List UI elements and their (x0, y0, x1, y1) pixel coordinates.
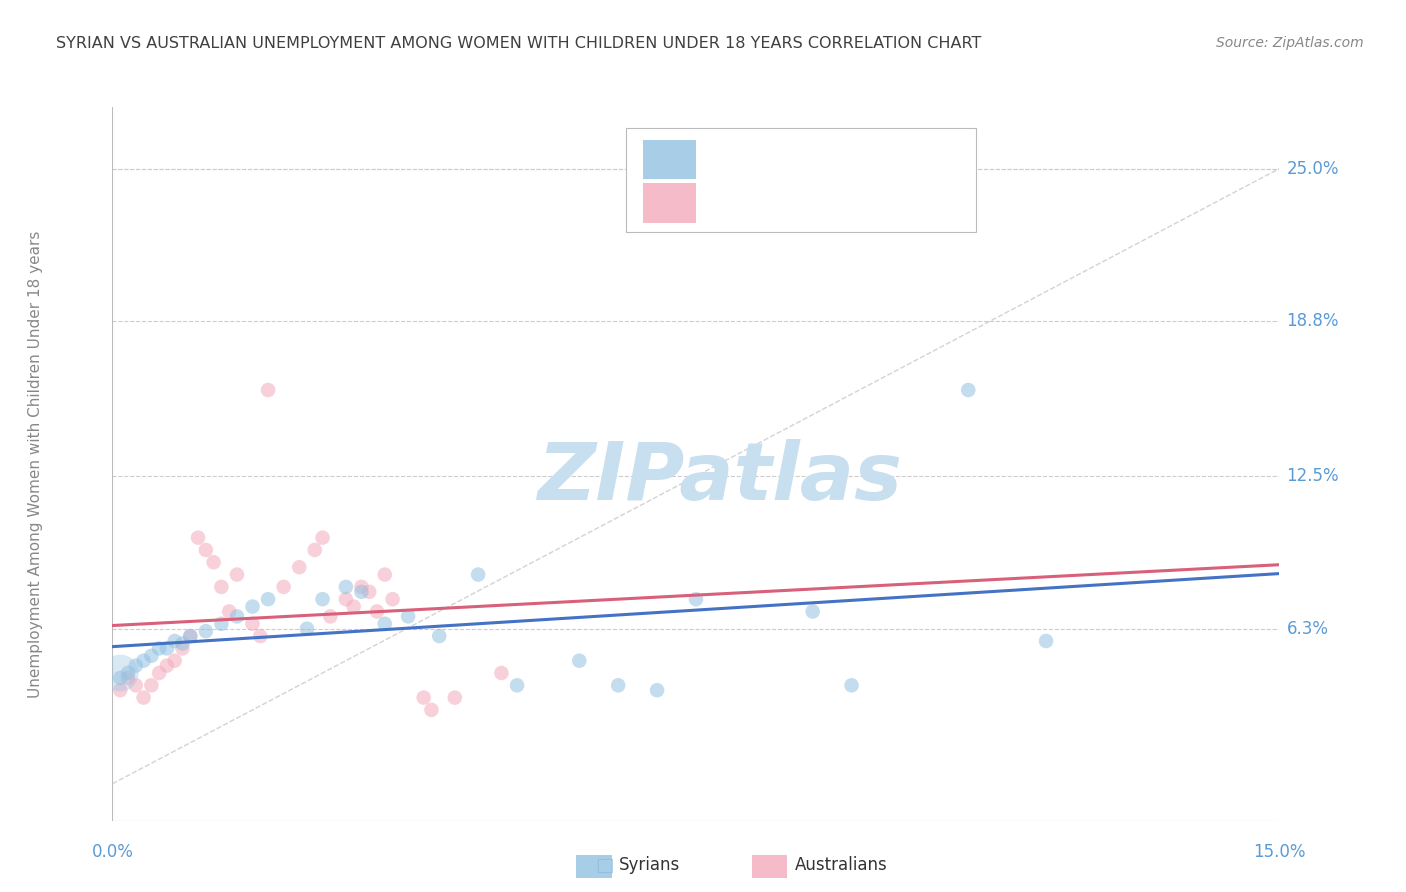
Text: N =: N = (842, 151, 873, 169)
Point (645, 683, 668, 698)
Point (257, 592, 280, 607)
Point (366, 605, 388, 619)
Point (288, 560, 311, 574)
Text: N =: N = (842, 194, 873, 212)
Point (412, 690, 434, 705)
Point (427, 629, 450, 643)
Point (226, 567, 249, 582)
Point (381, 592, 404, 607)
Text: 25.0%: 25.0% (1286, 160, 1339, 178)
Text: 0.571: 0.571 (766, 151, 818, 169)
Point (506, 678, 529, 692)
Point (202, 555, 225, 569)
Text: 12.5%: 12.5% (1286, 467, 1339, 485)
Text: 18.8%: 18.8% (1286, 312, 1339, 330)
Point (568, 654, 591, 668)
Text: 15.0%: 15.0% (1253, 843, 1306, 861)
Text: Australians: Australians (794, 856, 887, 874)
Bar (644, 184, 696, 223)
Point (350, 584, 373, 599)
Point (443, 690, 465, 705)
Point (350, 580, 373, 594)
Point (491, 665, 513, 680)
Bar (644, 140, 696, 179)
Point (335, 592, 357, 607)
Text: R =: R = (713, 194, 744, 212)
Point (117, 671, 139, 685)
Point (607, 678, 630, 692)
Point (194, 543, 217, 558)
Point (1035, 634, 1057, 648)
Point (319, 609, 342, 624)
Point (132, 690, 155, 705)
Text: 35: 35 (894, 194, 918, 212)
Point (685, 592, 707, 607)
Point (420, 703, 443, 717)
Point (467, 567, 489, 582)
FancyBboxPatch shape (626, 128, 976, 232)
Point (148, 665, 170, 680)
Point (311, 531, 333, 545)
Text: 0.0%: 0.0% (91, 843, 134, 861)
Point (110, 665, 132, 680)
Point (163, 634, 186, 648)
Point (125, 658, 148, 673)
Point (172, 641, 194, 656)
Point (110, 683, 132, 698)
Text: SYRIAN VS AUSTRALIAN UNEMPLOYMENT AMONG WOMEN WITH CHILDREN UNDER 18 YEARS CORRE: SYRIAN VS AUSTRALIAN UNEMPLOYMENT AMONG … (56, 36, 981, 51)
Point (801, 605, 824, 619)
Text: R =: R = (713, 151, 744, 169)
Text: Source: ZipAtlas.com: Source: ZipAtlas.com (1216, 36, 1364, 50)
Text: 6.3%: 6.3% (1286, 620, 1329, 638)
Point (172, 636, 194, 650)
Point (374, 567, 396, 582)
Point (242, 599, 264, 614)
Point (335, 580, 357, 594)
Point (343, 599, 366, 614)
Point (273, 580, 295, 594)
Point (257, 383, 280, 397)
Point (841, 678, 863, 692)
Point (209, 580, 232, 594)
Point (148, 641, 170, 656)
Point (209, 616, 232, 631)
Text: Unemployment Among Women with Children Under 18 years: Unemployment Among Women with Children U… (28, 230, 42, 698)
Point (295, 622, 318, 636)
Point (179, 629, 201, 643)
Text: 32: 32 (894, 151, 918, 169)
Point (179, 629, 201, 643)
Point (218, 605, 240, 619)
Point (359, 584, 381, 599)
Point (374, 616, 396, 631)
Point (226, 609, 249, 624)
Point (156, 658, 179, 673)
Point (957, 383, 980, 397)
Point (242, 616, 264, 631)
Point (163, 654, 186, 668)
Point (156, 641, 179, 656)
Point (141, 648, 163, 663)
Text: Syrians: Syrians (619, 856, 681, 874)
Point (304, 543, 326, 558)
Point (141, 678, 163, 692)
Point (110, 671, 132, 685)
Text: 0.408: 0.408 (766, 194, 818, 212)
Point (311, 592, 333, 607)
Point (187, 531, 209, 545)
Point (194, 624, 217, 639)
Point (249, 629, 271, 643)
Point (396, 609, 419, 624)
Point (125, 678, 148, 692)
Text: ZIPatlas: ZIPatlas (537, 439, 901, 517)
Point (117, 665, 139, 680)
Point (132, 654, 155, 668)
Text: □: □ (595, 855, 614, 875)
